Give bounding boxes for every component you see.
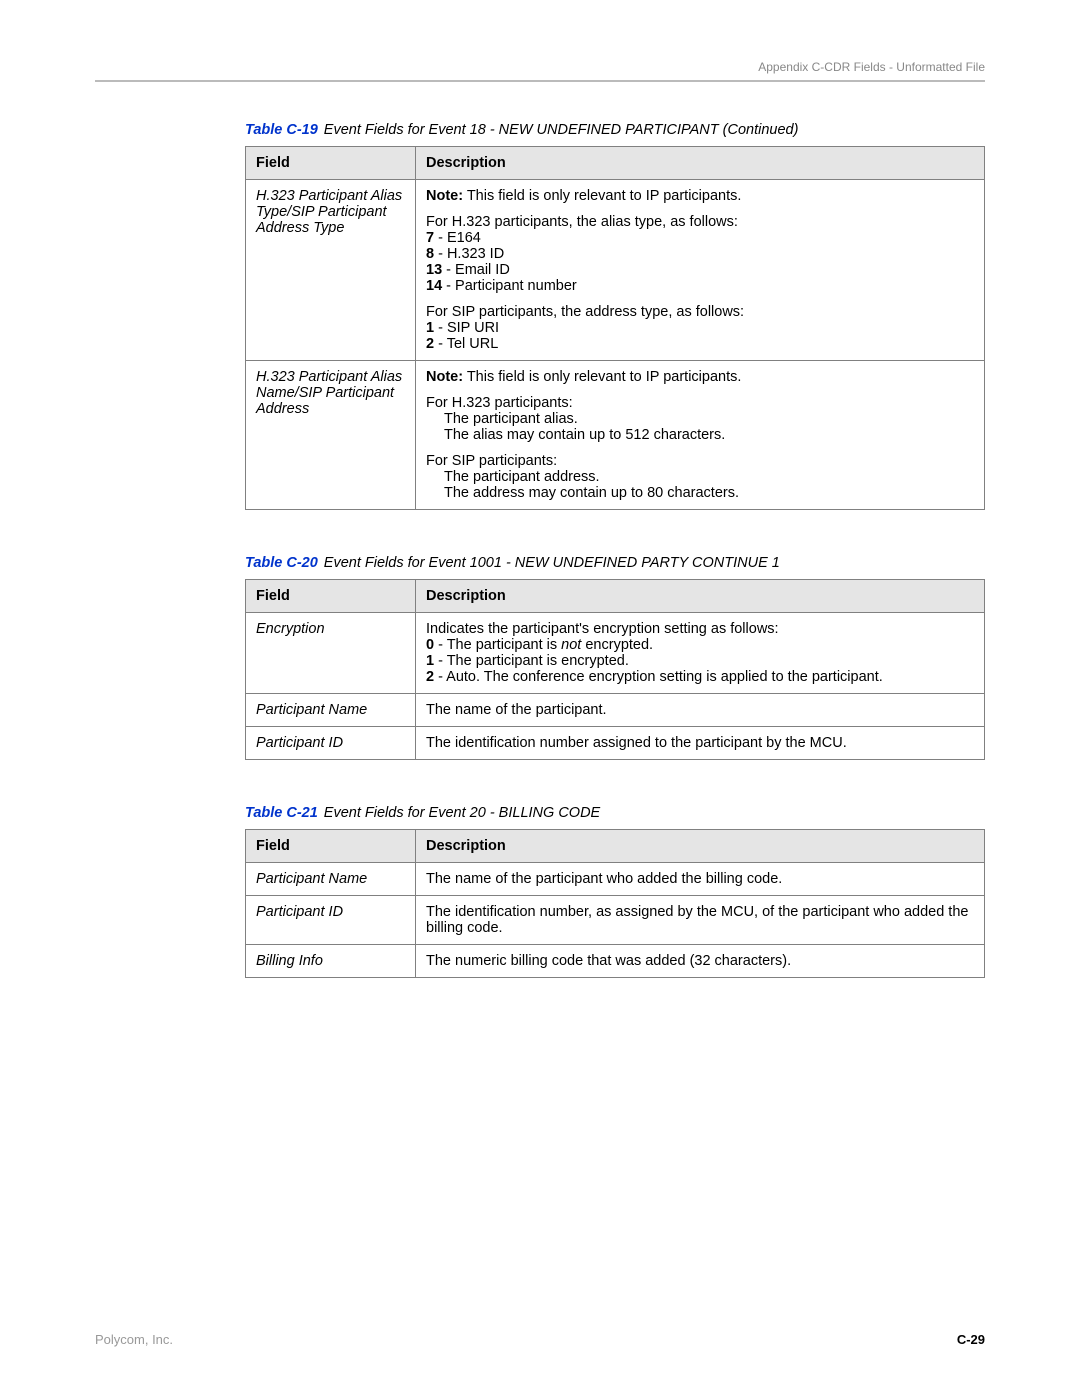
desc-kv-line: 1 - The participant is encrypted.	[426, 653, 974, 669]
table-caption-title: Event Fields for Event 1001 - NEW UNDEFI…	[324, 555, 780, 571]
desc-line: The name of the participant who added th…	[426, 871, 974, 887]
table-header-cell: Description	[416, 580, 985, 613]
desc-line: The identification number assigned to th…	[426, 735, 974, 751]
table-row: Participant ID The identification number …	[246, 727, 985, 760]
table-header-cell: Field	[246, 830, 416, 863]
table-caption: Table C-19 Event Fields for Event 18 - NE…	[245, 122, 985, 138]
field-cell: Participant ID	[246, 896, 416, 945]
table-row: Billing Info The numeric billing code tha…	[246, 945, 985, 978]
desc-group: For H.323 participants:The participant a…	[426, 395, 974, 443]
table-row: Participant Name The name of the particip…	[246, 863, 985, 896]
description-cell: Note: This field is only relevant to IP …	[416, 361, 985, 510]
table-row: Encryption Indicates the participant's en…	[246, 613, 985, 694]
description-cell: Indicates the participant's encryption s…	[416, 613, 985, 694]
footer-company: Polycom, Inc.	[95, 1332, 173, 1347]
description-cell: The identification number, as assigned b…	[416, 896, 985, 945]
table-caption-number: Table C-21	[245, 805, 318, 821]
field-cell: Participant Name	[246, 694, 416, 727]
tables-container: Table C-19 Event Fields for Event 18 - NE…	[95, 122, 985, 978]
desc-line: Indicates the participant's encryption s…	[426, 621, 974, 637]
desc-line: For SIP participants, the address type, …	[426, 304, 974, 320]
table-row: H.323 Participant Alias Name/SIP Partici…	[246, 361, 985, 510]
description-cell: Note: This field is only relevant to IP …	[416, 180, 985, 361]
field-cell: Billing Info	[246, 945, 416, 978]
field-cell: H.323 Participant Alias Name/SIP Partici…	[246, 361, 416, 510]
desc-kv-line: 0 - The participant is not encrypted.	[426, 637, 974, 653]
table-header-cell: Description	[416, 147, 985, 180]
desc-line: The numeric billing code that was added …	[426, 953, 974, 969]
data-table: FieldDescriptionParticipant Name The name…	[245, 829, 985, 978]
note-line: Note: This field is only relevant to IP …	[426, 369, 974, 385]
table-header-cell: Description	[416, 830, 985, 863]
note-line: Note: This field is only relevant to IP …	[426, 188, 974, 204]
header-right-text: Appendix C-CDR Fields - Unformatted File	[95, 60, 985, 74]
table-row: Participant ID The identification number,…	[246, 896, 985, 945]
desc-group: For SIP participants:The participant add…	[426, 453, 974, 501]
table-caption-number: Table C-20	[245, 555, 318, 571]
desc-kv-line: 1 - SIP URI	[426, 320, 974, 336]
table-caption-number: Table C-19	[245, 122, 318, 138]
desc-kv-line: 2 - Auto. The conference encryption sett…	[426, 669, 974, 685]
description-cell: The name of the participant who added th…	[416, 863, 985, 896]
table-header-cell: Field	[246, 147, 416, 180]
footer-page-number: C-29	[957, 1332, 985, 1347]
table-caption-title: Event Fields for Event 18 - NEW UNDEFINE…	[324, 122, 799, 138]
table-row: H.323 Participant Alias Type/SIP Partici…	[246, 180, 985, 361]
table-caption-title: Event Fields for Event 20 - BILLING CODE	[324, 805, 600, 821]
desc-kv-line: 7 - E164	[426, 230, 974, 246]
field-cell: Participant ID	[246, 727, 416, 760]
field-cell: Encryption	[246, 613, 416, 694]
desc-line: For H.323 participants, the alias type, …	[426, 214, 974, 230]
footer: Polycom, Inc. C-29	[95, 1332, 985, 1347]
desc-line: The name of the participant.	[426, 702, 974, 718]
description-cell: The numeric billing code that was added …	[416, 945, 985, 978]
desc-kv-line: 8 - H.323 ID	[426, 246, 974, 262]
desc-kv-line: 14 - Participant number	[426, 278, 974, 294]
table-row: Participant Name The name of the particip…	[246, 694, 985, 727]
table-caption: Table C-21 Event Fields for Event 20 - BI…	[245, 805, 985, 821]
desc-line: The identification number, as assigned b…	[426, 904, 974, 936]
desc-kv-line: 13 - Email ID	[426, 262, 974, 278]
field-cell: H.323 Participant Alias Type/SIP Partici…	[246, 180, 416, 361]
data-table: FieldDescriptionEncryption Indicates the …	[245, 579, 985, 760]
table-caption: Table C-20 Event Fields for Event 1001 - …	[245, 555, 985, 571]
field-cell: Participant Name	[246, 863, 416, 896]
description-cell: The identification number assigned to th…	[416, 727, 985, 760]
data-table: FieldDescriptionH.323 Participant Alias …	[245, 146, 985, 510]
header-rule	[95, 80, 985, 82]
desc-kv-line: 2 - Tel URL	[426, 336, 974, 352]
table-header-cell: Field	[246, 580, 416, 613]
description-cell: The name of the participant.	[416, 694, 985, 727]
